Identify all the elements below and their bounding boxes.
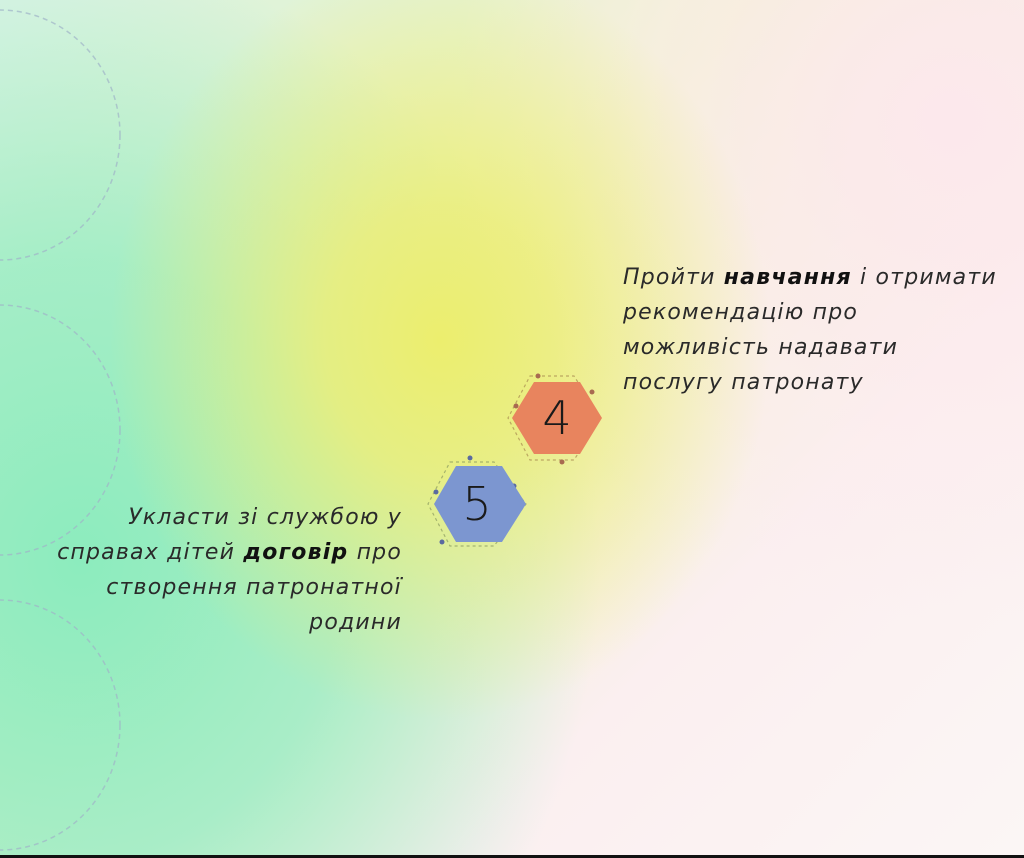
step-5-bold: договір (243, 540, 349, 565)
step-4-text-start: Пройти (623, 265, 724, 290)
decorative-circles (0, 9, 121, 851)
step-5-text-start: Укласти зі службою у справах дітей (57, 505, 402, 565)
decorative-circle (0, 599, 121, 851)
step-4-number: 4 (542, 391, 572, 445)
step-4-text: Пройти навчання і отримати рекомендацію … (623, 260, 1003, 400)
step-5-number: 5 (462, 477, 492, 531)
decorative-circle (0, 304, 121, 556)
bottom-border (0, 855, 1024, 858)
step-5-text-end: про створення патронатної родини (106, 540, 402, 635)
step-4-text-end: і отримати рекомендацію про можливість н… (623, 265, 997, 395)
step-4-bold: навчання (723, 265, 852, 290)
step-5-text: Укласти зі службою у справах дітей догов… (40, 500, 402, 640)
step-4-hexagon: 4 (502, 366, 612, 470)
step-5-hexagon: 5 (422, 452, 532, 556)
decorative-circle (0, 9, 121, 261)
